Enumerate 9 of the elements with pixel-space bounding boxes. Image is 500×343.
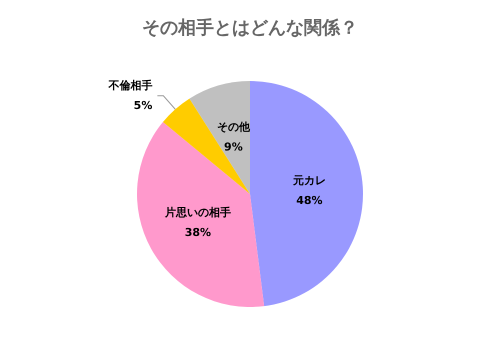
slice-label: 片思いの相手: [164, 206, 231, 220]
slice-label: 不倫相手: [107, 79, 152, 92]
data-label: 5%: [134, 99, 152, 112]
slice-label: その他: [216, 120, 251, 134]
data-label: 48%: [296, 194, 323, 207]
chart-title: その相手とはどんな関係？: [142, 18, 358, 38]
data-label: 9%: [224, 140, 243, 154]
slice-label: 元カレ: [292, 174, 326, 187]
data-label: 38%: [184, 226, 212, 240]
